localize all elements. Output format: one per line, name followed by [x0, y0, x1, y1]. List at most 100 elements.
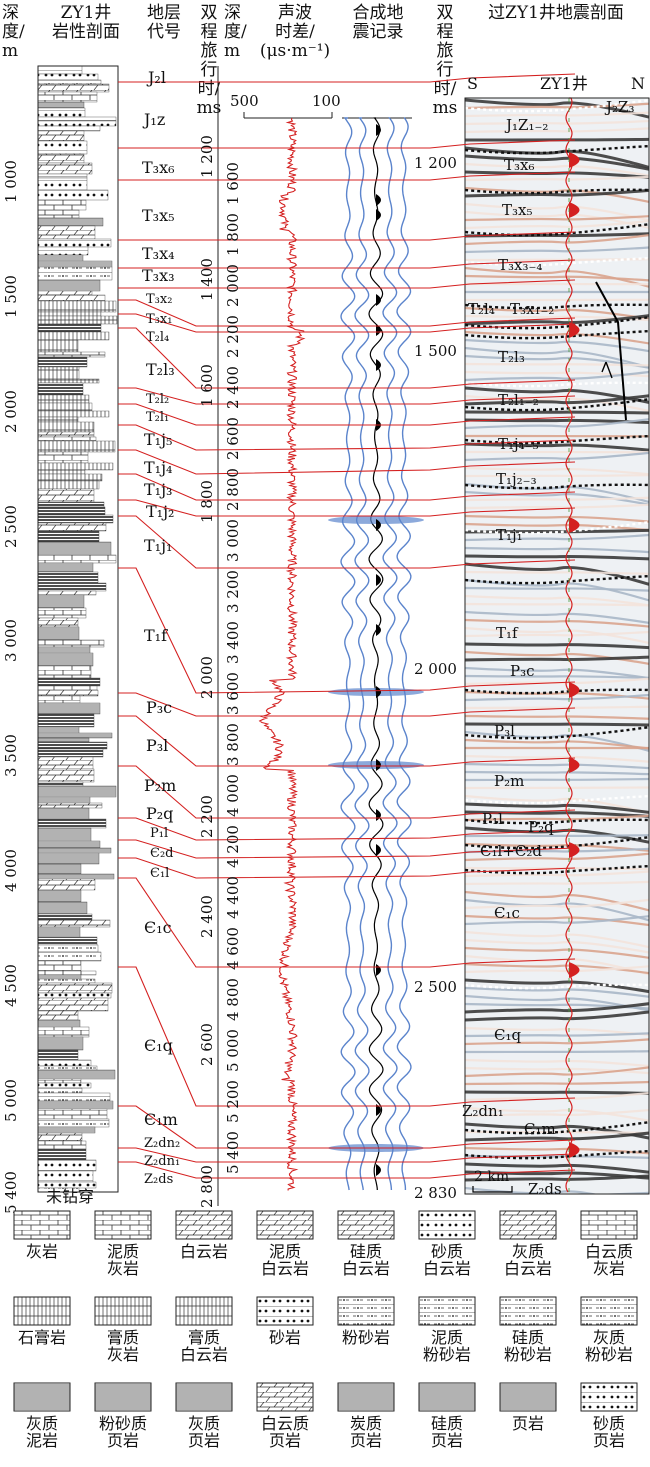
- seismic-reflector: [465, 119, 649, 126]
- seismic-unit-label: J₂Z₃: [606, 98, 635, 116]
- seismic-horizon: [465, 864, 649, 875]
- seismic-reflector: [465, 602, 649, 607]
- seismic-horizon: [465, 983, 649, 990]
- calcareous-dolomite-pattern: 灰质 白云岩: [488, 1210, 568, 1277]
- legend-label: 泥质 灰岩: [106, 1242, 139, 1278]
- sonic-log-curve: [258, 117, 306, 1191]
- siliceous-dolomite-pattern: 硅质 白云岩: [326, 1210, 406, 1277]
- seismic-reflector: [465, 1080, 649, 1086]
- litho-bed: [37, 768, 95, 783]
- gypsiferous-limestone-pattern-swatch: [94, 1296, 152, 1326]
- seismic-reflector: [465, 762, 649, 770]
- seismic-unit-label: T₃x₃₋₄: [498, 256, 543, 274]
- stratum-code: J₁z: [144, 110, 166, 129]
- legend-label: 硅质 粉砂岩: [503, 1328, 552, 1364]
- seismic-unit-label: T₁j₂₋₃: [496, 470, 537, 488]
- stratum-boundary-line: [118, 327, 576, 389]
- seismic-reflector: [465, 714, 649, 720]
- seismic-reflector: [465, 466, 649, 476]
- litho-bed: [37, 992, 112, 999]
- litho-bed: [37, 120, 117, 127]
- header-depth2: 深度/ m: [224, 3, 247, 61]
- stratum-code: T₂l₃: [146, 360, 175, 379]
- litho-bed: [37, 741, 108, 750]
- litho-bed: [37, 382, 84, 396]
- legend-label: 砂质 页岩: [592, 1414, 625, 1450]
- well-trace-peak: [569, 322, 580, 338]
- seismic-horizon: [465, 725, 649, 740]
- litho-bed: [37, 107, 86, 118]
- litho-bed: [37, 217, 104, 227]
- fault-line: [595, 281, 627, 421]
- header-twt-right: 双 程 旅 行 时/ ms: [432, 3, 458, 118]
- litho-bed: [37, 571, 99, 584]
- litho-bed: [37, 378, 100, 384]
- depth-tick-label: 1 500: [2, 274, 20, 318]
- synthetic-peak: [376, 519, 381, 531]
- twt-tick-label: 2 200: [198, 795, 216, 838]
- seismic-horizon: [465, 1120, 649, 1135]
- seismic-reflector: [465, 98, 649, 119]
- litho-bed: [37, 473, 103, 482]
- argillaceous-siltstone-pattern: 泥质 粉砂岩: [407, 1296, 487, 1363]
- sonic-axis-right-label: 100: [312, 92, 341, 110]
- litho-bed: [37, 913, 93, 921]
- dolomitic-shale-pattern-swatch: [256, 1382, 314, 1412]
- stratum-code: T₁j₄: [144, 458, 173, 477]
- seismic-reflector: [465, 898, 649, 910]
- seismic-unit-label: T₂l₄: [468, 300, 495, 318]
- seismic-unit-label: Є₁q: [494, 1026, 522, 1044]
- legend-label: 泥质 白云岩: [260, 1242, 309, 1278]
- siltstone-pattern-swatch: [337, 1296, 395, 1326]
- litho-bed: [37, 1065, 98, 1071]
- seismic-reflector: [465, 898, 649, 922]
- litho-bed: [37, 1140, 87, 1150]
- shale-pattern-swatch: [499, 1382, 557, 1412]
- stratum-code: P₂q: [146, 804, 174, 823]
- seismic-reflector: [465, 1146, 649, 1155]
- synthetic-peak: [376, 294, 381, 306]
- stratum-code: P₃c: [146, 698, 173, 717]
- synthetic-trace: [382, 117, 398, 1191]
- stratum-boundary-line: [118, 449, 576, 475]
- seismic-reflector: [465, 314, 649, 326]
- seismic-reflector: [465, 978, 649, 994]
- legend-label: 灰质 白云岩: [503, 1242, 552, 1278]
- depth2-tick-label: 4 600: [224, 927, 242, 970]
- seismic-unit-label: T₂l₁₋₂: [498, 391, 539, 409]
- litho-bed: [37, 785, 117, 798]
- seismic-reflector: [465, 794, 649, 815]
- litho-bed: [37, 462, 114, 471]
- litho-bed: [37, 177, 88, 191]
- litho-bed: [37, 978, 96, 984]
- legend-label: 粉砂质 页岩: [98, 1414, 147, 1450]
- seismic-reflector: [465, 618, 649, 628]
- synthetic-peak: [376, 359, 381, 371]
- twt-tick-label: 1 200: [198, 135, 216, 178]
- sandstone-pattern: 砂岩: [245, 1296, 325, 1346]
- dolomitic-shale-pattern: 白云质 页岩: [245, 1382, 325, 1449]
- litho-bed: [37, 501, 105, 508]
- depth2-tick-label: 3 400: [224, 621, 242, 664]
- seismic-reflector: [465, 610, 649, 625]
- litho-bed: [37, 394, 90, 404]
- synthetic-peak: [376, 686, 381, 698]
- litho-bed: [37, 607, 87, 619]
- stratum-code: T₁j₁: [144, 536, 173, 555]
- litho-bed: [37, 997, 109, 1012]
- litho-bed: [37, 944, 99, 953]
- seismic-reflector: [465, 418, 649, 430]
- seismic-reflector: [465, 370, 649, 378]
- litho-bed: [37, 1108, 108, 1120]
- twt-right-tick-label: 2 830: [414, 1184, 457, 1202]
- litho-bed: [37, 421, 95, 433]
- stratum-boundary-line: [118, 231, 576, 241]
- dolomitic-limestone-pattern: 白云质 灰岩: [569, 1210, 649, 1277]
- litho-bed: [37, 402, 93, 412]
- legend-label: 砂岩: [268, 1328, 301, 1347]
- scale-label: 2 km: [474, 1169, 510, 1185]
- stratum-boundary-line: [118, 387, 576, 405]
- litho-bed: [37, 366, 80, 380]
- litho-bed: [37, 1100, 114, 1110]
- stratum-boundary-line: [118, 73, 576, 83]
